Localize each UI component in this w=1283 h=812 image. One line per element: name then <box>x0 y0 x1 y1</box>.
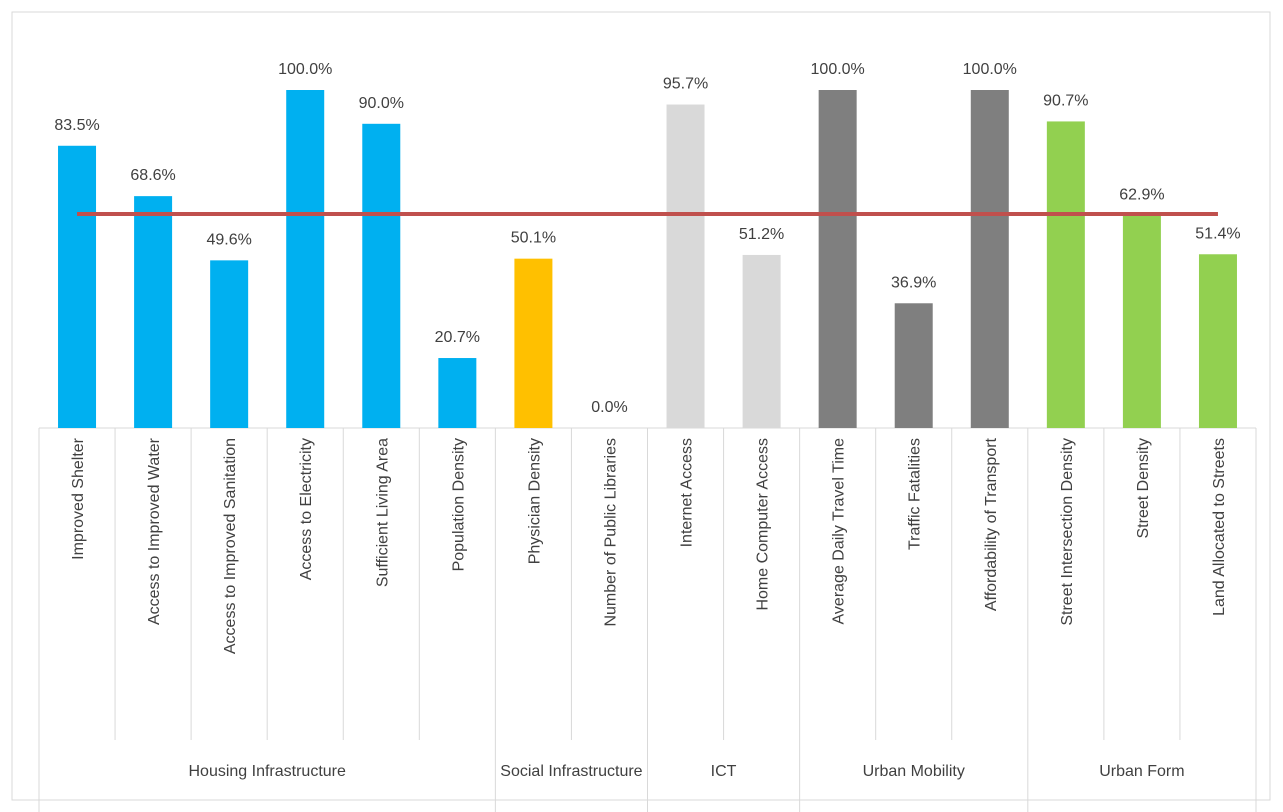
x-tick-label: Traffic Fatalities <box>907 438 924 550</box>
x-tick-label: Access to Improved Sanitation <box>222 438 239 654</box>
data-label: 62.9% <box>1119 186 1164 203</box>
x-tick-label: Access to Improved Water <box>146 437 163 625</box>
bar <box>362 123 401 429</box>
data-label: 100.0% <box>963 61 1017 78</box>
x-tick-label: Average Daily Travel Time <box>831 438 848 625</box>
data-label: 20.7% <box>435 329 480 346</box>
data-label: 36.9% <box>891 274 936 291</box>
bar <box>210 260 249 428</box>
group-label: Social Infrastructure <box>500 763 643 780</box>
data-label: 68.6% <box>130 167 175 184</box>
x-tick-label: Land Allocated to Streets <box>1211 438 1228 616</box>
x-tick-label: Home Computer Access <box>755 438 772 611</box>
data-label: 83.5% <box>54 117 99 134</box>
group-label: ICT <box>710 763 737 780</box>
x-tick-label: Access to Electricity <box>298 438 315 580</box>
data-label: 95.7% <box>663 76 708 93</box>
x-tick-label: Population Density <box>450 438 467 571</box>
x-tick-label: Affordability of Transport <box>983 437 1000 611</box>
bar <box>286 90 325 428</box>
bar <box>970 90 1009 428</box>
group-label: Urban Mobility <box>862 763 965 780</box>
data-label: 49.6% <box>206 231 251 248</box>
x-tick-label: Internet Access <box>679 438 696 547</box>
bar <box>1198 254 1237 428</box>
data-label: 90.0% <box>359 95 404 112</box>
data-label: 50.1% <box>511 230 556 247</box>
bar <box>1046 121 1085 429</box>
bar <box>1122 215 1161 428</box>
bar <box>58 145 97 428</box>
bar <box>666 104 705 428</box>
data-label: 100.0% <box>278 61 332 78</box>
data-label: 100.0% <box>811 61 865 78</box>
data-label: 51.2% <box>739 226 784 243</box>
bar <box>894 303 933 428</box>
x-tick-label: Improved Shelter <box>70 437 87 560</box>
bar <box>742 254 781 428</box>
data-label: 51.4% <box>1195 225 1240 242</box>
bar <box>134 196 173 428</box>
x-tick-label: Street Intersection Density <box>1059 438 1076 626</box>
x-tick-label: Sufficient Living Area <box>374 438 391 587</box>
bar <box>438 358 477 428</box>
bar <box>818 90 857 428</box>
chart-border <box>11 11 1271 801</box>
x-tick-label: Number of Public Libraries <box>602 438 619 627</box>
x-tick-label: Street Density <box>1135 438 1152 538</box>
x-tick-label: Physician Density <box>526 438 543 564</box>
group-label: Urban Form <box>1099 763 1185 780</box>
data-label: 0.0% <box>591 399 627 416</box>
bar <box>514 258 553 428</box>
group-label: Housing Infrastructure <box>188 763 346 780</box>
data-label: 90.7% <box>1043 92 1088 109</box>
